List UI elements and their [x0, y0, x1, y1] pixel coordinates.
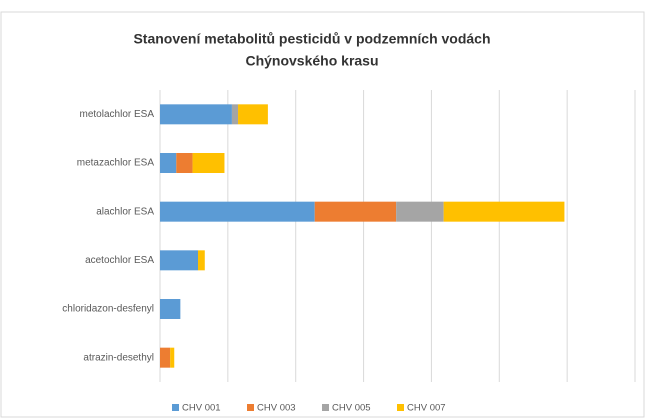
chart-title: Stanovení metabolitů pesticidů v podzemn…	[133, 31, 490, 47]
chart-title: Chýnovského krasu	[245, 53, 378, 69]
legend-swatch	[397, 404, 404, 411]
bar-segment	[231, 104, 239, 125]
legend-swatch	[322, 404, 329, 411]
y-tick-label: alachlor ESA	[96, 206, 154, 217]
legend-swatch	[172, 404, 179, 411]
bar-segment	[192, 153, 225, 173]
y-tick-label: atrazin-desethyl	[83, 352, 154, 363]
bar-segment	[176, 153, 193, 173]
bar-segment	[160, 250, 198, 271]
legend-label: CHV 007	[407, 403, 446, 414]
y-tick-label: metolachlor ESA	[80, 109, 155, 120]
y-tick-label: acetochlor ESA	[85, 255, 154, 266]
bar-segment	[160, 347, 171, 368]
legend-label: CHV 005	[332, 403, 371, 414]
legend-label: CHV 003	[257, 403, 296, 414]
bar-segment	[443, 201, 565, 222]
bar-segment	[160, 104, 232, 125]
y-tick-label: metazachlor ESA	[77, 158, 155, 169]
legend-swatch	[247, 404, 254, 411]
bar-segment	[160, 153, 177, 173]
bar-segment	[160, 201, 315, 222]
bar-segment	[170, 347, 175, 368]
bar-segment	[314, 201, 397, 222]
bar-segment	[396, 201, 444, 222]
bar-segment	[238, 104, 268, 125]
y-tick-label: chloridazon-desfenyl	[62, 304, 154, 315]
legend-label: CHV 001	[182, 403, 221, 414]
bar-segment	[160, 299, 181, 319]
bar-segment	[198, 250, 205, 271]
